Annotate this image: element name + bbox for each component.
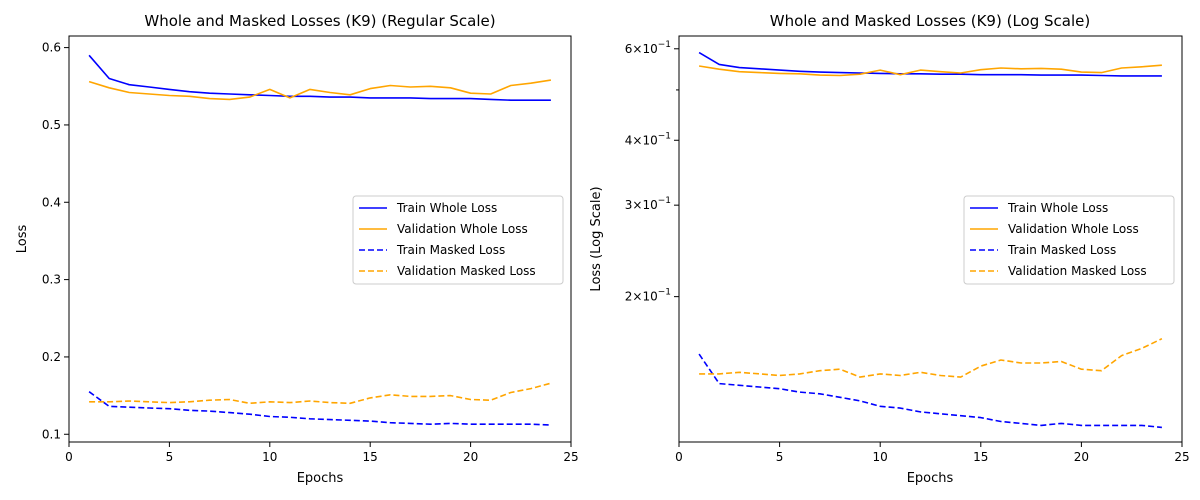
x-tick-label: 0: [65, 450, 73, 464]
y-tick-label: 2×10−1: [625, 288, 671, 304]
x-tick-label: 0: [675, 450, 683, 464]
series-line-validation-whole-loss: [698, 64, 1162, 77]
x-tick-label: 10: [262, 450, 277, 464]
x-ticks-log: 0 5 10 15 20 25: [675, 442, 1190, 464]
series-line-validation-whole-loss: [88, 79, 552, 101]
legend-label-validation-masked-loss: Validation Masked Loss: [397, 264, 536, 278]
series-log: [698, 51, 1163, 429]
chart-log-scale: Whole and Masked Losses (K9) (Log Scale)…: [589, 12, 1190, 486]
xlabel-regular: Epochs: [297, 471, 344, 486]
series-line-train-whole-loss: [698, 51, 1162, 77]
series-line-train-whole-loss: [88, 54, 551, 101]
x-tick-label: 15: [363, 450, 378, 464]
y-tick-label: 0.6: [42, 41, 61, 55]
y-ticks-regular: 0.1 0.2 0.3 0.4 0.5 0.6: [42, 41, 69, 441]
ylabel-regular: Loss: [15, 225, 30, 254]
x-tick-label: 15: [973, 450, 988, 464]
series-regular: [88, 54, 552, 426]
y-tick-label: 3×10−1: [625, 196, 671, 212]
series-line-validation-masked-loss: [699, 337, 1163, 378]
title-regular: Whole and Masked Losses (K9) (Regular Sc…: [144, 12, 495, 30]
xlabel-log: Epochs: [907, 471, 954, 486]
y-tick-label: 0.2: [42, 350, 61, 364]
x-tick-label: 20: [1074, 450, 1089, 464]
legend-label-train-whole-loss: Train Whole Loss: [396, 201, 497, 215]
legend-log: Train Whole Loss Validation Whole Loss Tra…: [963, 195, 1175, 285]
y-tick-label: 4×10−1: [625, 131, 671, 147]
x-tick-label: 20: [463, 450, 478, 464]
chart-regular-scale: Whole and Masked Losses (K9) (Regular Sc…: [15, 12, 579, 486]
x-tick-label: 10: [873, 450, 888, 464]
series-line-validation-masked-loss: [89, 382, 552, 405]
y-tick-label: 0.4: [42, 195, 61, 209]
title-log: Whole and Masked Losses (K9) (Log Scale): [770, 12, 1090, 30]
y-tick-label: 0.3: [42, 273, 61, 287]
x-tick-label: 5: [166, 450, 174, 464]
y-tick-label: 6×10−1: [625, 40, 671, 56]
ylabel-log: Loss (Log Scale): [589, 186, 604, 291]
legend-label-validation-whole-loss: Validation Whole Loss: [397, 222, 528, 236]
legend-regular: Train Whole Loss Validation Whole Loss Tra…: [352, 195, 564, 285]
x-tick-label: 25: [1174, 450, 1189, 464]
legend-box: [352, 195, 564, 285]
y-tick-label: 0.1: [42, 427, 61, 441]
series-line-train-masked-loss: [698, 353, 1162, 429]
x-tick-label: 25: [563, 450, 578, 464]
legend-label-train-masked-loss: Train Masked Loss: [396, 243, 505, 257]
x-ticks-regular: 0 5 10 15 20 25: [65, 442, 579, 464]
x-tick-label: 5: [776, 450, 784, 464]
y-ticks-log: 2×10−1 3×10−1 4×10−1 6×10−1: [625, 40, 679, 304]
legend-label-validation-masked-loss: Validation Masked Loss: [1008, 264, 1147, 278]
y-tick-label: 0.5: [42, 118, 61, 132]
legend-label-train-whole-loss: Train Whole Loss: [1007, 201, 1108, 215]
legend-label-validation-whole-loss: Validation Whole Loss: [1008, 222, 1139, 236]
legend-label-train-masked-loss: Train Masked Loss: [1007, 243, 1116, 257]
legend-box: [963, 195, 1175, 285]
series-line-train-masked-loss: [88, 391, 551, 426]
